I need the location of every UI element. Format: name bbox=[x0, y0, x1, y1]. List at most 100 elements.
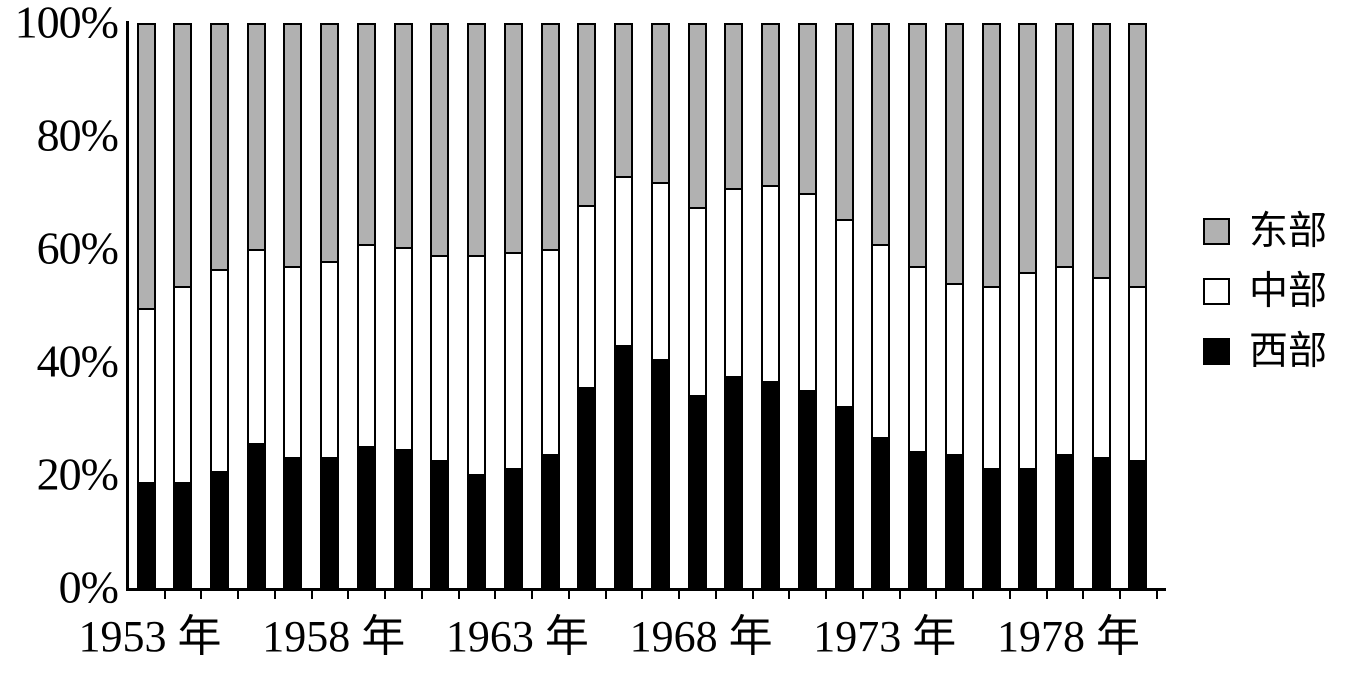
segment-center bbox=[873, 243, 889, 438]
bar-1978 bbox=[1055, 23, 1074, 588]
y-tick-label-40: 40% bbox=[36, 335, 119, 387]
bar-1967 bbox=[650, 23, 670, 588]
segment-center bbox=[322, 260, 338, 457]
legend: 东部 中部 西部 bbox=[1203, 212, 1327, 392]
segment-center bbox=[910, 266, 926, 452]
segment-east bbox=[652, 25, 668, 183]
bar-1966 bbox=[614, 23, 634, 588]
x-minor-tick bbox=[751, 589, 754, 599]
x-minor-tick bbox=[1155, 589, 1158, 599]
segment-west bbox=[505, 468, 521, 586]
segment-west bbox=[983, 468, 999, 586]
x-tick-label-1973: 1973 年 bbox=[813, 612, 957, 661]
segment-east bbox=[542, 25, 558, 250]
bar-1957 bbox=[283, 23, 303, 588]
x-minor-tick bbox=[935, 589, 938, 599]
segment-west bbox=[836, 406, 852, 586]
segment-east bbox=[248, 25, 264, 250]
segment-center bbox=[469, 255, 485, 474]
bar-1963 bbox=[503, 23, 523, 588]
segment-east bbox=[1057, 25, 1072, 267]
x-minor-tick bbox=[384, 589, 387, 599]
bar-1964 bbox=[540, 23, 560, 588]
bar-1961 bbox=[430, 23, 450, 588]
x-minor-tick bbox=[420, 589, 423, 599]
segment-west bbox=[248, 442, 264, 586]
x-minor-tick bbox=[494, 589, 497, 599]
x-minor-tick bbox=[457, 589, 460, 599]
segment-west bbox=[689, 395, 705, 586]
segment-center bbox=[542, 249, 558, 455]
legend-item-west-label: 西部 bbox=[1249, 330, 1328, 373]
segment-east bbox=[873, 25, 889, 244]
bar-1968 bbox=[687, 23, 707, 588]
y-tick-label-100: 100% bbox=[14, 0, 119, 48]
x-axis-line bbox=[126, 588, 1166, 591]
x-minor-tick bbox=[1008, 589, 1011, 599]
bar-1960 bbox=[393, 23, 413, 588]
segment-center bbox=[1057, 266, 1072, 455]
segment-center bbox=[175, 285, 191, 483]
segment-center bbox=[358, 243, 374, 446]
segment-east bbox=[175, 25, 191, 286]
x-minor-tick bbox=[347, 589, 350, 599]
segment-center bbox=[616, 176, 632, 345]
segment-east bbox=[1020, 25, 1036, 272]
x-minor-tick bbox=[825, 589, 828, 599]
segment-west bbox=[322, 456, 338, 586]
segment-east bbox=[910, 25, 926, 267]
legend-item-west-swatch bbox=[1203, 338, 1230, 365]
segment-east bbox=[579, 25, 595, 205]
segment-east bbox=[358, 25, 374, 244]
bar-1974 bbox=[908, 23, 928, 588]
segment-west bbox=[1130, 459, 1146, 586]
segment-center bbox=[689, 207, 705, 396]
segment-west bbox=[138, 482, 154, 586]
segment-east bbox=[983, 25, 999, 286]
segment-west bbox=[616, 344, 632, 586]
x-minor-tick bbox=[714, 589, 717, 599]
segment-center bbox=[248, 249, 264, 443]
segment-west bbox=[910, 451, 926, 586]
x-minor-tick bbox=[1045, 589, 1048, 599]
bar-1956 bbox=[246, 23, 266, 588]
segment-east bbox=[799, 25, 815, 194]
segment-east bbox=[763, 25, 779, 185]
segment-east bbox=[432, 25, 448, 255]
bar-1962 bbox=[467, 23, 487, 588]
x-minor-tick bbox=[200, 589, 203, 599]
segment-east bbox=[469, 25, 485, 255]
segment-center bbox=[285, 266, 301, 457]
bar-1958 bbox=[320, 23, 340, 588]
segment-center bbox=[138, 308, 154, 483]
y-tick-label-20: 20% bbox=[36, 448, 119, 500]
x-minor-tick bbox=[898, 589, 901, 599]
x-minor-tick bbox=[163, 589, 166, 599]
x-tick-label-1978: 1978 年 bbox=[997, 612, 1140, 661]
x-minor-tick bbox=[641, 589, 644, 599]
segment-center bbox=[579, 204, 595, 387]
x-minor-tick bbox=[237, 589, 240, 599]
segment-west bbox=[652, 358, 668, 586]
segment-east bbox=[395, 25, 411, 247]
x-minor-tick bbox=[972, 589, 975, 599]
legend-item-east-label: 东部 bbox=[1249, 210, 1328, 253]
segment-center bbox=[211, 269, 227, 471]
segment-west bbox=[432, 459, 448, 586]
y-tick-label-60: 60% bbox=[36, 222, 119, 274]
x-minor-tick bbox=[604, 589, 607, 599]
segment-west bbox=[1020, 468, 1036, 586]
bar-1977 bbox=[1018, 23, 1038, 588]
segment-west bbox=[1057, 454, 1072, 586]
segment-west bbox=[542, 454, 558, 586]
segment-west bbox=[726, 375, 742, 586]
x-minor-tick bbox=[1082, 589, 1085, 599]
segment-west bbox=[799, 389, 815, 586]
segment-east bbox=[726, 25, 742, 188]
bar-1980 bbox=[1128, 23, 1148, 588]
bar-1959 bbox=[356, 23, 376, 588]
segment-east bbox=[1093, 25, 1109, 278]
segment-center bbox=[763, 184, 779, 382]
segment-east bbox=[211, 25, 227, 270]
segment-center bbox=[983, 285, 999, 469]
